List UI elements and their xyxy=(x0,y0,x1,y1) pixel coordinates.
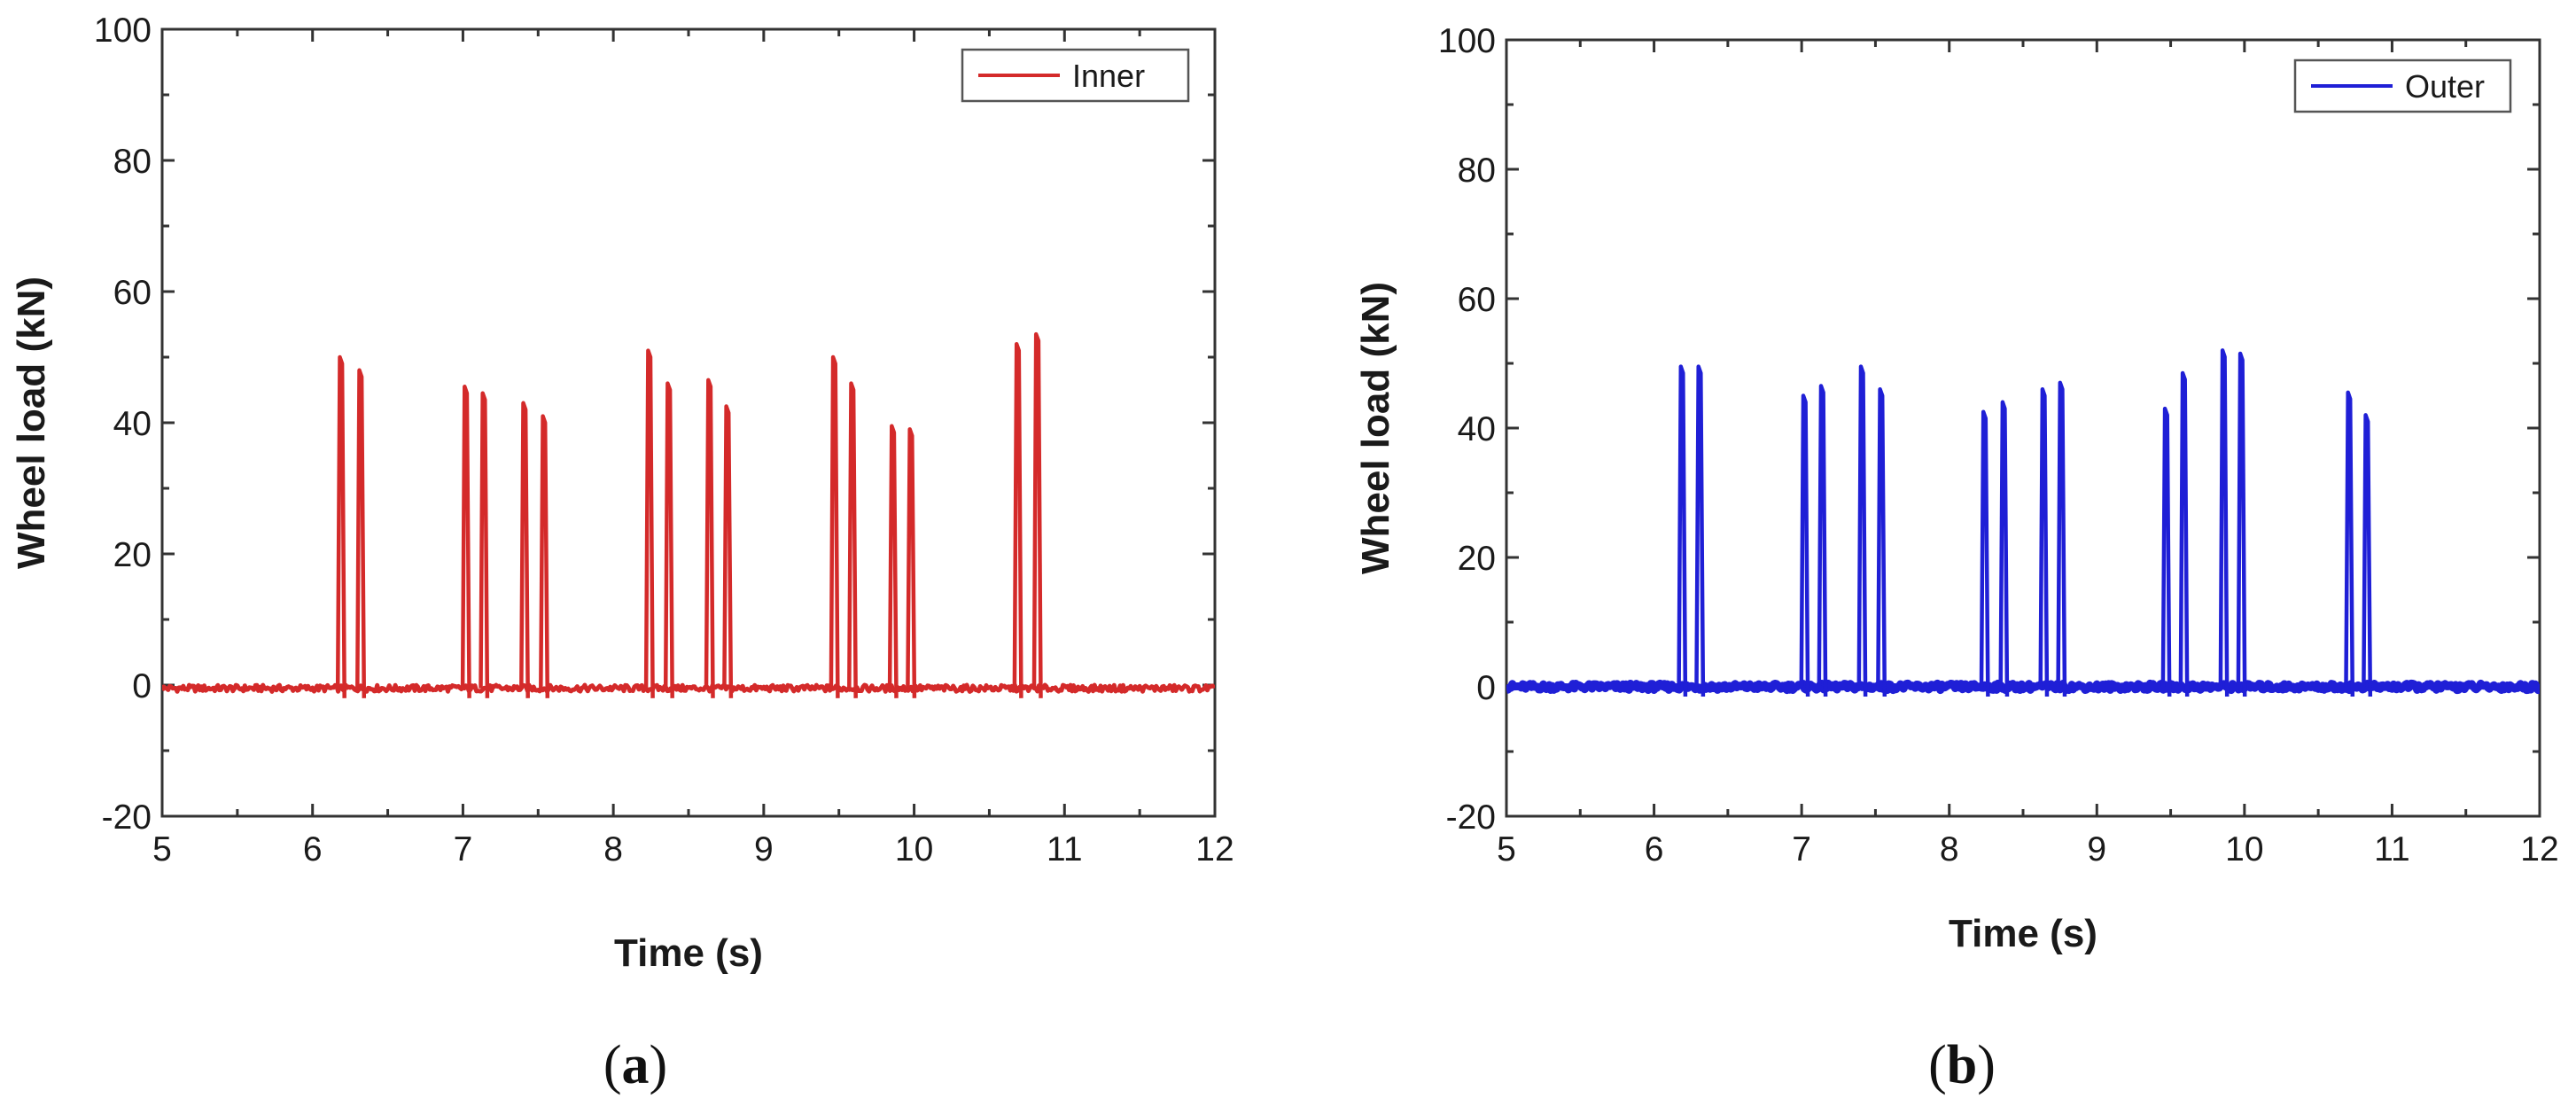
peak-mark xyxy=(1856,364,1868,697)
peak-mark xyxy=(2056,380,2067,697)
y-tick-label: 0 xyxy=(132,667,152,705)
x-tick-label: 11 xyxy=(1047,830,1083,868)
x-tick-label: 10 xyxy=(2225,830,2263,868)
plot-frame xyxy=(160,27,1217,818)
y-tick-label: -20 xyxy=(102,798,152,837)
y-tick-label: 80 xyxy=(1458,152,1496,190)
x-tick-label: 6 xyxy=(303,830,323,868)
peak-mark xyxy=(722,404,734,698)
peak-mark xyxy=(887,424,899,698)
peak-mark xyxy=(2218,348,2230,697)
x-tick-label: 11 xyxy=(2374,830,2410,868)
peak-mark xyxy=(1876,386,1887,697)
legend-label: Outer xyxy=(2405,68,2485,105)
x-tick-label: 7 xyxy=(1792,830,1811,868)
peak-mark xyxy=(1799,393,1810,697)
x-tick-label: 7 xyxy=(454,830,473,868)
peak-mark xyxy=(1998,400,2010,697)
peak-mark xyxy=(355,368,367,698)
chart-panel-a: 5 6 7 8 9 10 11 12 -20 0 20 40 60 80 100 Time (s) Wheel … xyxy=(10,12,1234,975)
peak-mark xyxy=(335,354,346,698)
y-tick-label: 80 xyxy=(113,143,152,181)
y-axis-title: Wheel load (kN) xyxy=(10,276,53,569)
peak-mark xyxy=(704,378,715,698)
peak-mark xyxy=(1677,364,1688,697)
x-tick-label: 10 xyxy=(895,830,933,868)
y-tick-label: 40 xyxy=(113,405,152,443)
plot-frame xyxy=(1505,38,2541,818)
peak-mark xyxy=(2178,370,2190,697)
x-tick-label: 8 xyxy=(1940,830,1959,868)
peak-mark xyxy=(1979,409,1990,697)
x-tick-label: 9 xyxy=(2087,830,2106,868)
peak-mark xyxy=(2362,413,2373,697)
peak-mark xyxy=(519,401,530,698)
peak-mark xyxy=(460,385,471,698)
peak-mark xyxy=(1012,341,1023,698)
peak-mark xyxy=(1031,331,1043,698)
x-tick-label: 9 xyxy=(754,830,774,868)
peak-mark xyxy=(2236,351,2247,697)
peak-mark xyxy=(643,348,655,698)
x-tick-label: 6 xyxy=(1645,830,1664,868)
peak-mark xyxy=(1694,364,1706,697)
x-tick-label: 12 xyxy=(1195,830,1234,868)
peak-mark xyxy=(2160,406,2172,697)
y-axis-title: Wheel load (kN) xyxy=(1354,282,1397,574)
peak-mark xyxy=(906,427,917,698)
x-tick-label: 12 xyxy=(2520,830,2558,868)
peak-mark xyxy=(2344,390,2355,697)
x-tick-label: 5 xyxy=(1497,830,1516,868)
x-tick-label: 5 xyxy=(152,830,172,868)
y-tick-label: 60 xyxy=(1458,281,1496,319)
peak-mark xyxy=(479,391,490,698)
series-baseline xyxy=(162,682,1215,694)
x-axis-title: Time (s) xyxy=(614,931,763,975)
y-tick-label: 60 xyxy=(113,274,152,312)
legend-label: Inner xyxy=(1072,58,1145,94)
y-tick-label: 20 xyxy=(1458,540,1496,578)
x-tick-label: 8 xyxy=(603,830,623,868)
y-tick-label: 100 xyxy=(94,12,152,50)
series-baseline xyxy=(1506,679,2540,695)
y-tick-label: 100 xyxy=(1438,22,1496,60)
y-tick-label: -20 xyxy=(1446,798,1496,837)
peak-mark xyxy=(2038,386,2050,697)
panel-label-a: (a) xyxy=(603,1035,667,1095)
y-tick-label: 40 xyxy=(1458,410,1496,448)
x-axis-title: Time (s) xyxy=(1949,912,2097,955)
y-tick-label: 0 xyxy=(1476,669,1496,707)
panel-label-b: (b) xyxy=(1928,1035,1996,1095)
peak-mark xyxy=(539,414,550,698)
peak-mark xyxy=(847,381,858,698)
chart-panel-b: 5 6 7 8 9 10 11 12 -20 0 20 40 60 80 100 Time (s) Wheel … xyxy=(1354,22,2559,955)
peak-mark xyxy=(663,381,674,698)
peak-mark xyxy=(829,354,840,698)
peak-mark xyxy=(1817,384,1828,697)
y-tick-label: 20 xyxy=(113,536,152,574)
